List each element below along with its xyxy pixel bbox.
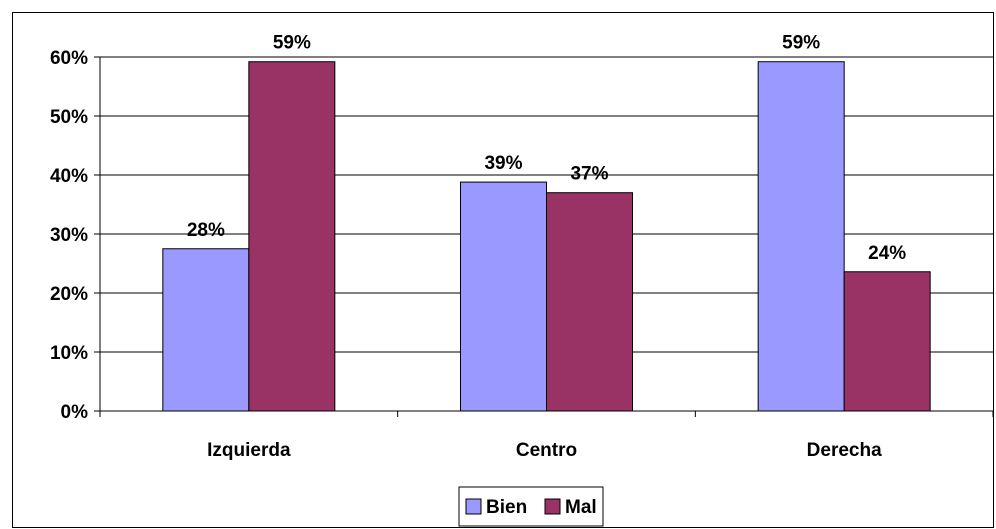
bar-mal-centro <box>546 192 633 412</box>
bar-bien-derecha <box>757 61 845 412</box>
legend-swatch-bien <box>465 498 482 515</box>
legend-label-bien: Bien <box>486 497 527 518</box>
bar-bien-izquierda <box>162 248 250 412</box>
y-axis: 60% 50% 40% 30% 20% 10% 0% <box>50 48 101 423</box>
y-tick-label: 0% <box>61 402 89 423</box>
bar-mal-derecha <box>843 271 931 412</box>
y-tick-label: 40% <box>50 166 88 187</box>
x-tick-label: Centro <box>516 440 577 461</box>
data-label: 59% <box>782 33 820 54</box>
legend-box <box>458 486 604 527</box>
bar-mal-izquierda <box>248 61 336 412</box>
data-labels: 28% 59% 39% 37% 59% 24% <box>187 33 906 264</box>
y-tick-label: 10% <box>50 343 88 364</box>
x-axis: Izquierda Centro Derecha <box>99 410 994 461</box>
data-label: 28% <box>187 220 225 241</box>
y-tick-label: 50% <box>50 107 88 128</box>
bar-bien-centro <box>460 181 547 412</box>
y-tick-label: 60% <box>50 48 88 69</box>
legend-label-mal: Mal <box>565 497 597 518</box>
x-tick-label: Derecha <box>807 440 882 461</box>
y-tick-label: 20% <box>50 284 88 305</box>
data-label: 39% <box>484 153 522 174</box>
legend-swatch-mal <box>544 498 561 515</box>
y-tick-label: 30% <box>50 225 88 246</box>
legend: Bien Mal <box>458 486 604 527</box>
data-label: 24% <box>868 243 906 264</box>
data-label: 37% <box>570 164 608 185</box>
bars <box>162 61 931 412</box>
x-tick-label: Izquierda <box>207 440 291 461</box>
data-label: 59% <box>273 33 311 54</box>
